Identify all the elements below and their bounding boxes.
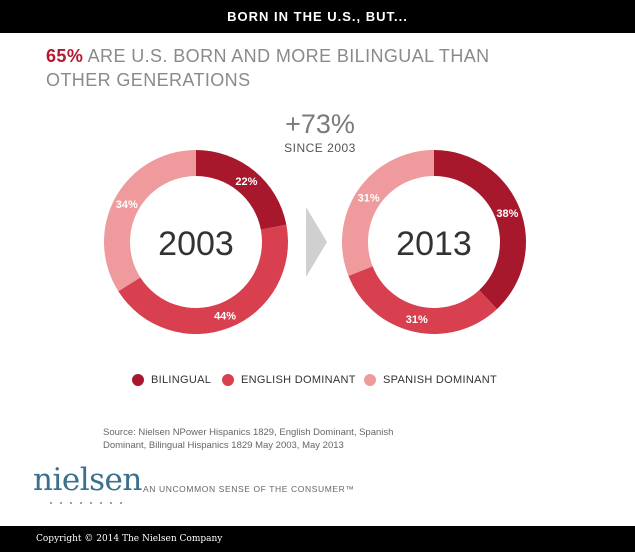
headline-text: ARE U.S. BORN AND MORE BILINGUAL THAN OT… [46, 46, 490, 90]
legend-label-english-dominant: ENGLISH DOMINANT [241, 374, 356, 386]
legend-swatch-spanish-dominant [364, 374, 376, 386]
header-title: BORN IN THE U.S., BUT... [227, 9, 408, 24]
legend-label-spanish-dominant: SPANISH DOMINANT [383, 374, 497, 386]
headline-highlight: 65% [46, 46, 84, 66]
slice-spanish-dominant-2013 [341, 150, 434, 276]
legend-item-english-dominant: ENGLISH DOMINANT [222, 374, 356, 386]
slice-bilingual-2013 [434, 150, 526, 310]
nielsen-logo: nielsen [33, 462, 142, 498]
donut-2013: 38% 31% 31% 2013 [341, 150, 526, 335]
slice-bilingual-2003 [196, 150, 287, 230]
headline: 65% ARE U.S. BORN AND MORE BILINGUAL THA… [46, 44, 526, 92]
footer-bar: Copyright © 2014 The Nielsen Company [0, 526, 635, 552]
donut-2003: 22% 44% 34% 2003 [104, 150, 288, 335]
tagline: AN UNCOMMON SENSE OF THE CONSUMER™ [143, 484, 355, 494]
logo-dots [46, 502, 124, 504]
slice-label-english-dominant-2013: 31% [406, 314, 428, 326]
donut-year-label-2003: 2003 [158, 225, 234, 263]
growth-label: SINCE 2003 [284, 141, 356, 155]
copyright: Copyright © 2014 The Nielsen Company [36, 534, 223, 544]
donut-year-label-2013: 2013 [396, 225, 472, 263]
slice-label-spanish-dominant-2003: 34% [116, 199, 138, 211]
legend-swatch-english-dominant [222, 374, 234, 386]
legend-label-bilingual: BILINGUAL [151, 374, 212, 386]
slice-english-dominant-2003 [118, 224, 288, 335]
chevron-right-icon [306, 207, 327, 277]
slice-label-bilingual-2003: 22% [235, 176, 257, 188]
slice-english-dominant-2013 [348, 266, 497, 335]
slice-label-bilingual-2013: 38% [496, 208, 518, 220]
slice-label-english-dominant-2003: 44% [214, 310, 236, 322]
source-note: Source: Nielsen NPower Hispanics 1829, E… [103, 427, 394, 451]
slice-spanish-dominant-2003 [104, 150, 196, 292]
growth-value: +73% [285, 109, 355, 139]
legend-item-bilingual: BILINGUAL [132, 374, 211, 386]
legend-item-spanish-dominant: SPANISH DOMINANT [364, 374, 497, 386]
header-bar: BORN IN THE U.S., BUT... [0, 0, 635, 33]
slice-label-spanish-dominant-2013: 31% [358, 193, 380, 205]
legend: BILINGUAL ENGLISH DOMINANT SPANISH DOMIN… [132, 374, 552, 394]
legend-swatch-bilingual [132, 374, 144, 386]
